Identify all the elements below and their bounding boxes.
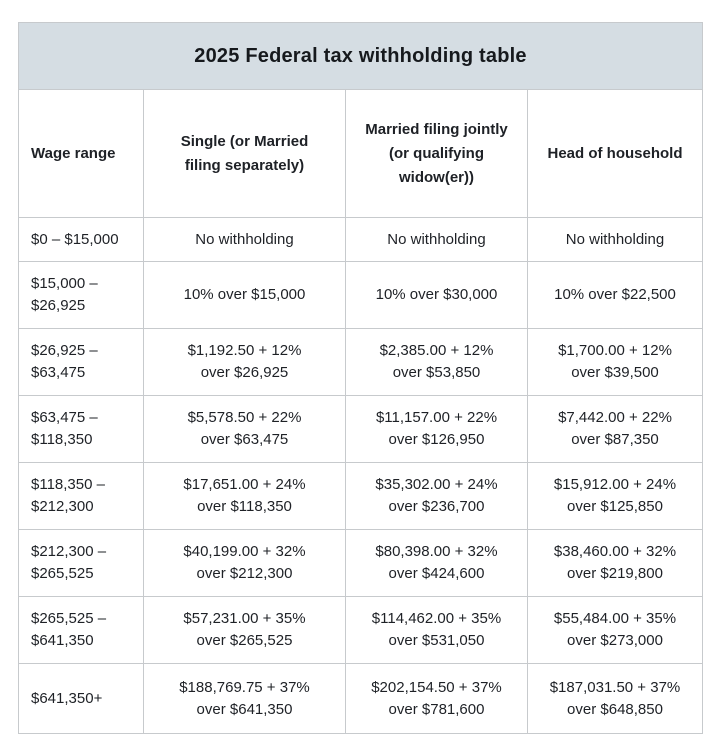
withholding-cell-married: No withholding <box>345 217 528 262</box>
withholding-cell-head: $1,700.00 + 12% over $39,500 <box>527 328 703 396</box>
title-row: 2025 Federal tax withholding table <box>18 22 703 90</box>
wage-range-cell: $212,300 – $265,525 <box>18 529 144 597</box>
tax-withholding-table: 2025 Federal tax withholding table Wage … <box>18 22 703 734</box>
withholding-cell-single: $57,231.00 + 35% over $265,525 <box>143 596 346 664</box>
withholding-cell-married: $202,154.50 + 37% over $781,600 <box>345 663 528 734</box>
withholding-cell-married: $11,157.00 + 22% over $126,950 <box>345 395 528 463</box>
table-row: $265,525 – $641,350 $57,231.00 + 35% ove… <box>18 596 703 664</box>
withholding-cell-married: $2,385.00 + 12% over $53,850 <box>345 328 528 396</box>
table-row: $0 – $15,000 No withholding No withholdi… <box>18 217 703 262</box>
column-header-wage-range: Wage range <box>18 89 144 218</box>
withholding-cell-single: $188,769.75 + 37% over $641,350 <box>143 663 346 734</box>
withholding-cell-head: $187,031.50 + 37% over $648,850 <box>527 663 703 734</box>
table-row: $15,000 – $26,925 10% over $15,000 10% o… <box>18 261 703 329</box>
wage-range-cell: $26,925 – $63,475 <box>18 328 144 396</box>
wage-range-cell: $641,350+ <box>18 663 144 734</box>
withholding-cell-head: $38,460.00 + 32% over $219,800 <box>527 529 703 597</box>
withholding-cell-head: $15,912.00 + 24% over $125,850 <box>527 462 703 530</box>
column-header-married-jointly: Married filing jointly (or qualifying wi… <box>345 89 528 218</box>
withholding-cell-head: $55,484.00 + 35% over $273,000 <box>527 596 703 664</box>
table-row: $118,350 – $212,300 $17,651.00 + 24% ove… <box>18 462 703 530</box>
table-title: 2025 Federal tax withholding table <box>18 22 703 90</box>
table-row: $26,925 – $63,475 $1,192.50 + 12% over $… <box>18 328 703 396</box>
withholding-cell-single: $1,192.50 + 12% over $26,925 <box>143 328 346 396</box>
table-row: $63,475 – $118,350 $5,578.50 + 22% over … <box>18 395 703 463</box>
wage-range-cell: $118,350 – $212,300 <box>18 462 144 530</box>
withholding-cell-head: $7,442.00 + 22% over $87,350 <box>527 395 703 463</box>
table-row: $212,300 – $265,525 $40,199.00 + 32% ove… <box>18 529 703 597</box>
table-body: $0 – $15,000 No withholding No withholdi… <box>18 217 703 734</box>
column-header-head-of-household: Head of household <box>527 89 703 218</box>
withholding-cell-married: $114,462.00 + 35% over $531,050 <box>345 596 528 664</box>
withholding-cell-single: 10% over $15,000 <box>143 261 346 329</box>
wage-range-cell: $63,475 – $118,350 <box>18 395 144 463</box>
withholding-cell-married: $80,398.00 + 32% over $424,600 <box>345 529 528 597</box>
wage-range-cell: $0 – $15,000 <box>18 217 144 262</box>
wage-range-cell: $15,000 – $26,925 <box>18 261 144 329</box>
withholding-cell-head: 10% over $22,500 <box>527 261 703 329</box>
column-header-row: Wage range Single (or Married filing sep… <box>18 89 703 218</box>
withholding-cell-head: No withholding <box>527 217 703 262</box>
withholding-cell-single: $40,199.00 + 32% over $212,300 <box>143 529 346 597</box>
withholding-cell-married: 10% over $30,000 <box>345 261 528 329</box>
withholding-cell-single: $5,578.50 + 22% over $63,475 <box>143 395 346 463</box>
withholding-cell-married: $35,302.00 + 24% over $236,700 <box>345 462 528 530</box>
table-row: $641,350+ $188,769.75 + 37% over $641,35… <box>18 663 703 734</box>
withholding-cell-single: No withholding <box>143 217 346 262</box>
column-header-single: Single (or Married filing separately) <box>143 89 346 218</box>
wage-range-cell: $265,525 – $641,350 <box>18 596 144 664</box>
withholding-cell-single: $17,651.00 + 24% over $118,350 <box>143 462 346 530</box>
